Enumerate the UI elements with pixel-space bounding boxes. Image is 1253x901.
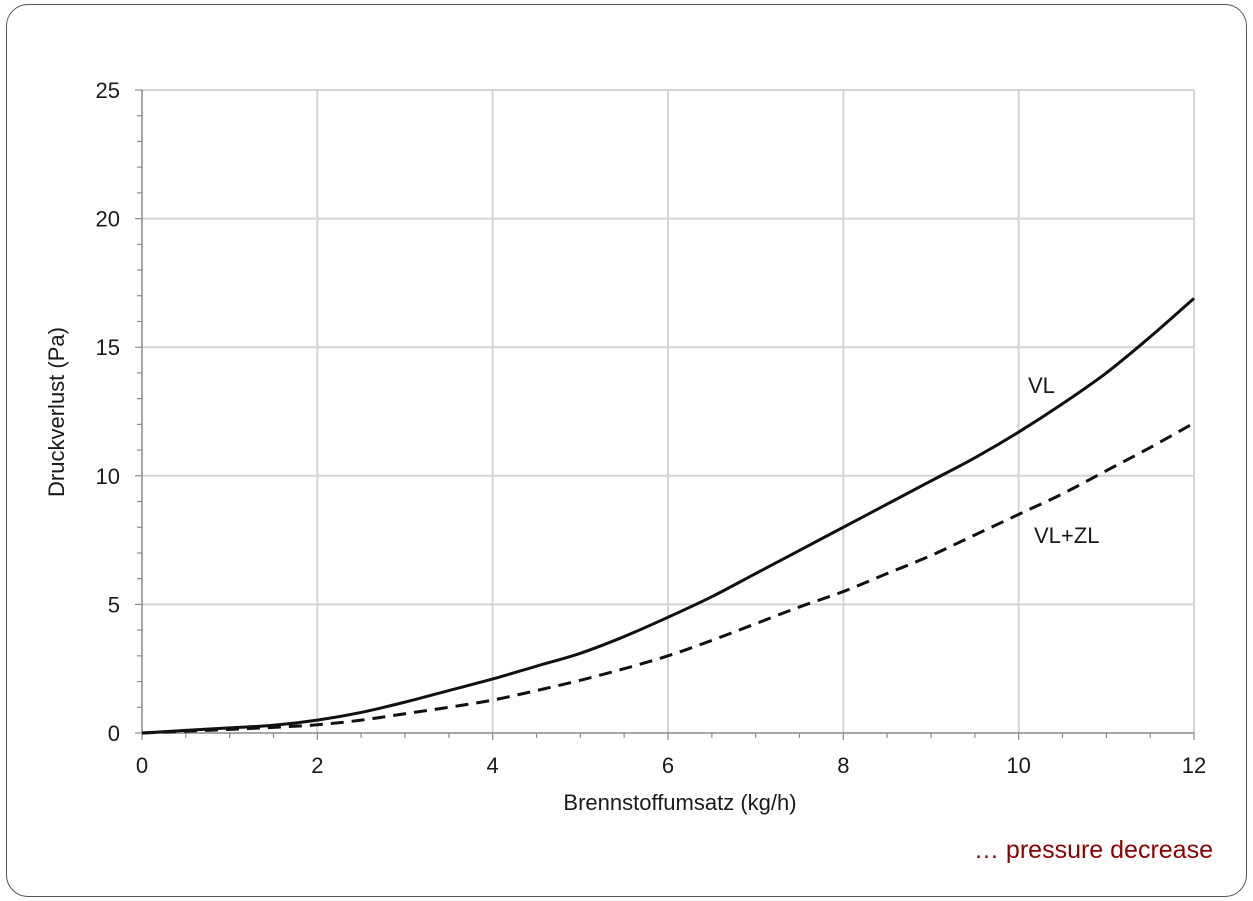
x-tick-label-4: 4 (487, 753, 499, 778)
y-tick-label-0: 0 (108, 721, 120, 746)
x-tick-label-12: 12 (1182, 753, 1206, 778)
y-axis-title: Druckverlust (Pa) (44, 327, 69, 497)
grid-lines (142, 89, 1195, 733)
series-line-vl (141, 297, 1195, 735)
y-tick-label-15: 15 (96, 335, 120, 360)
x-tick-label-6: 6 (662, 753, 674, 778)
series-lines (141, 297, 1195, 735)
caption-text: … pressure decrease (973, 836, 1213, 864)
y-tick-label-20: 20 (96, 207, 120, 232)
x-tick-label-2: 2 (311, 753, 323, 778)
tick-labels: 0 2 4 6 8 10 12 0 5 10 15 20 25 (96, 78, 1207, 778)
x-tick-label-10: 10 (1006, 753, 1030, 778)
x-axis-title: Brennstoffumsatz (kg/h) (563, 790, 796, 815)
y-tick-label-25: 25 (96, 78, 120, 103)
chart-card (6, 4, 1247, 897)
y-tick-label-5: 5 (108, 592, 120, 617)
series-label-vl: VL (1028, 373, 1055, 398)
x-tick-label-0: 0 (136, 753, 148, 778)
series-line-vl-zl (141, 421, 1195, 735)
series-label-vl-zl: VL+ZL (1034, 523, 1099, 548)
x-tick-label-8: 8 (837, 753, 849, 778)
y-tick-label-10: 10 (96, 464, 120, 489)
minor-ticks (135, 89, 1195, 740)
